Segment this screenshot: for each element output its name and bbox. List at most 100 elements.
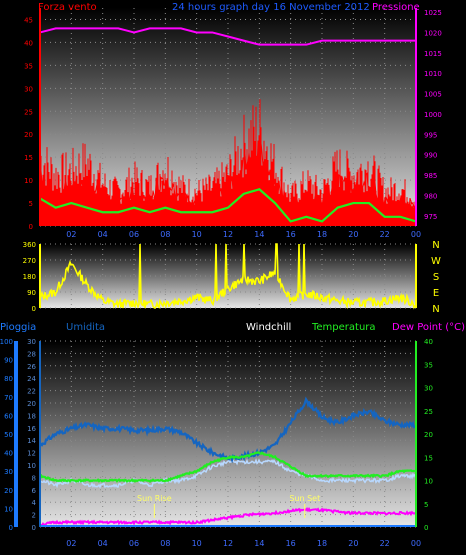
series-wind-direction: [39, 243, 416, 310]
time-tick-label: 14: [254, 230, 264, 239]
wind-tick-label: 25: [24, 108, 33, 116]
compass-label: E: [433, 288, 439, 299]
panel-temperature-humidity: Sun Rise Sun Set 010203040506070809010002…: [0, 322, 465, 548]
rain-tick-label: 40: [4, 450, 13, 458]
humidity-label: Umidita: [66, 322, 105, 333]
panel-wind-pressure: 0510152025303540459759809859909951000100…: [24, 2, 442, 239]
wind-tick-label: 5: [29, 200, 33, 208]
compass-label: S: [433, 272, 439, 283]
temperature-tick-label: 5: [424, 501, 428, 509]
wind-tick-label: 0: [29, 223, 33, 231]
series-temperature: [39, 451, 416, 483]
humidity-tick-label: 26: [27, 363, 36, 371]
series-pressure: [39, 27, 416, 46]
direction-tick-label: 360: [23, 241, 36, 249]
humidity-tick-label: 10: [27, 462, 36, 470]
temperature-tick-label: 10: [424, 478, 433, 486]
humidity-tick-label: 24: [27, 375, 36, 383]
time-tick-label: 12: [223, 230, 233, 239]
pressure-tick-label: 995: [424, 131, 437, 139]
time-tick-label: 08: [160, 539, 170, 548]
rain-tick-label: 60: [4, 412, 13, 420]
wind-tick-label: 40: [24, 39, 33, 47]
wind-tick-label: 15: [24, 154, 33, 162]
temperature-tick-label: 35: [424, 361, 433, 369]
pressure-tick-label: 1015: [424, 50, 442, 58]
pressure-tick-label: 990: [424, 152, 437, 160]
time-tick-label: 08: [160, 230, 170, 239]
rain-tick-label: 80: [4, 375, 13, 383]
compass-label: N: [432, 304, 439, 315]
humidity-tick-label: 0: [32, 524, 36, 532]
wind-tick-label: 45: [24, 16, 33, 24]
wind-tick-label: 10: [24, 177, 33, 185]
plot-area-temperature: [40, 341, 416, 527]
dewpoint-label: Dew Point (°C): [392, 322, 465, 333]
temperature-tick-label: 40: [424, 338, 433, 346]
direction-tick-label: 90: [27, 289, 36, 297]
direction-tick-label: 0: [32, 305, 36, 313]
time-tick-label: 22: [380, 230, 390, 239]
humidity-tick-label: 2: [32, 512, 36, 520]
humidity-tick-label: 22: [27, 388, 36, 396]
rain-tick-label: 0: [9, 524, 13, 532]
time-tick-label: 00: [411, 539, 421, 548]
pressure-tick-label: 1020: [424, 29, 442, 37]
pressure-axis-label: Pressione: [372, 2, 420, 13]
rain-tick-label: 20: [4, 487, 13, 495]
pressure-tick-label: 1000: [424, 111, 442, 119]
time-tick-label: 02: [66, 539, 76, 548]
temperature-tick-label: 15: [424, 454, 433, 462]
series-wind: [39, 140, 416, 213]
time-tick-label: 02: [66, 230, 76, 239]
chart-title: 24 hours graph day 16 November 2012: [172, 2, 370, 13]
pressure-tick-label: 1010: [424, 70, 442, 78]
temperature-tick-label: 25: [424, 408, 433, 416]
humidity-tick-label: 14: [27, 437, 36, 445]
time-tick-label: 20: [348, 539, 358, 548]
time-tick-label: 18: [317, 539, 327, 548]
pressure-tick-label: 1005: [424, 91, 442, 99]
time-tick-label: 04: [98, 539, 108, 548]
wind-axis-label: Forza vento: [38, 2, 97, 13]
time-tick-label: 10: [192, 230, 202, 239]
time-tick-label: 14: [254, 539, 264, 548]
series-dewpoint: [39, 507, 416, 527]
humidity-tick-label: 28: [27, 350, 36, 358]
rain-tick-label: 90: [4, 357, 13, 365]
humidity-tick-label: 20: [27, 400, 36, 408]
temperature-tick-label: 20: [424, 431, 433, 439]
time-tick-label: 12: [223, 539, 233, 548]
humidity-tick-label: 12: [27, 450, 36, 458]
wind-tick-label: 30: [24, 85, 33, 93]
rain-tick-label: 70: [4, 394, 13, 402]
wind-tick-label: 35: [24, 62, 33, 70]
humidity-tick-label: 30: [27, 338, 36, 346]
rain-tick-label: 10: [4, 505, 13, 513]
time-tick-label: 06: [129, 230, 139, 239]
time-tick-label: 18: [317, 230, 327, 239]
temperature-label: Temperatura: [311, 322, 376, 333]
time-tick-label: 00: [411, 230, 421, 239]
humidity-tick-label: 4: [32, 499, 37, 507]
sun-event-label: Sun Set: [289, 494, 320, 503]
wind-tick-label: 20: [24, 131, 33, 139]
time-tick-label: 16: [286, 539, 296, 548]
sun-event-label: Sun Rise: [137, 494, 172, 503]
rain-axis-label: Pioggia: [0, 322, 36, 333]
temperature-tick-label: 30: [424, 385, 433, 393]
compass-label: W: [431, 256, 441, 267]
series-wind-average: [39, 188, 417, 223]
rain-tick-label: 100: [0, 338, 13, 346]
time-tick-label: 22: [380, 539, 390, 548]
windchill-label: Windchill: [246, 322, 291, 333]
humidity-tick-label: 6: [32, 487, 37, 495]
pressure-tick-label: 980: [424, 192, 437, 200]
time-tick-label: 20: [348, 230, 358, 239]
temperature-tick-label: 0: [424, 524, 428, 532]
rain-tick-label: 50: [4, 431, 13, 439]
rain-tick-label: 30: [4, 468, 13, 476]
direction-tick-label: 180: [23, 273, 36, 281]
